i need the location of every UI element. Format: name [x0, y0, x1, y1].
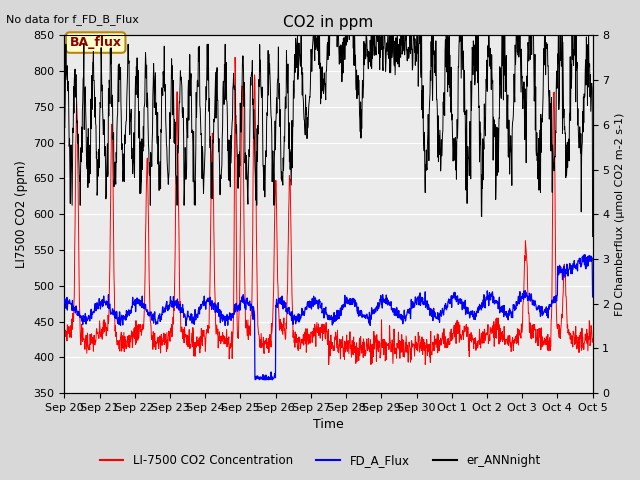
Y-axis label: FD Chamberflux (μmol CO2 m-2 s-1): FD Chamberflux (μmol CO2 m-2 s-1): [615, 112, 625, 316]
Text: BA_flux: BA_flux: [70, 36, 122, 49]
Y-axis label: LI7500 CO2 (ppm): LI7500 CO2 (ppm): [15, 160, 28, 268]
X-axis label: Time: Time: [313, 419, 344, 432]
Title: CO2 in ppm: CO2 in ppm: [284, 15, 374, 30]
Legend: LI-7500 CO2 Concentration, FD_A_Flux, er_ANNnight: LI-7500 CO2 Concentration, FD_A_Flux, er…: [95, 449, 545, 472]
Text: No data for f_FD_B_Flux: No data for f_FD_B_Flux: [6, 14, 140, 25]
